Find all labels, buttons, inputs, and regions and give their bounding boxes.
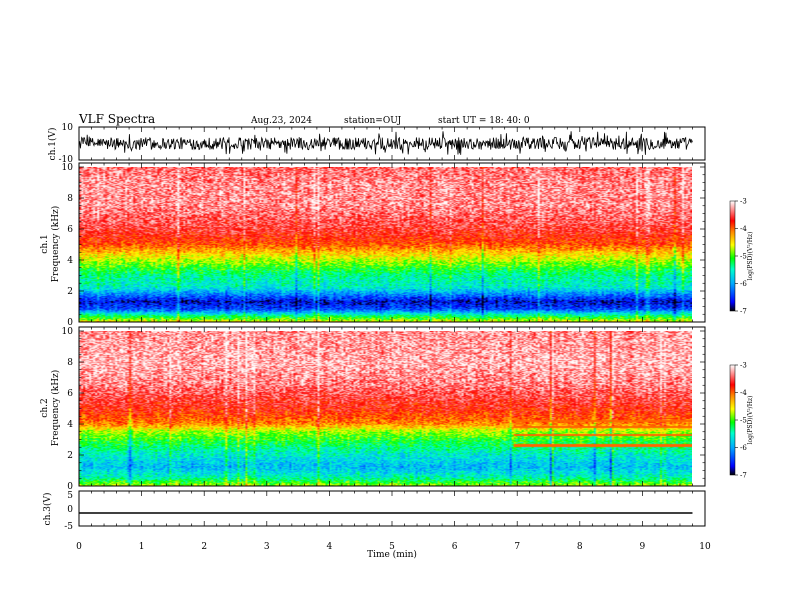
ch2-spec-ylabel-channel: ch.2 [40,398,50,417]
time-tick-label: 7 [514,542,520,552]
ch1-colorbar-tick-label: -5 [740,253,747,261]
ch1-waveform-trace [78,131,693,155]
time-axis-ticks [78,127,706,526]
time-axis-label: Time (min) [367,549,417,560]
ch2-colorbar-tick-label: -5 [740,417,747,425]
header-date: Aug.23, 2024 [250,116,312,126]
ch2-spec-ytick-label: 0 [67,482,73,492]
ch1-spec-ytick-label: 4 [67,256,73,266]
ch1-colorbar-label: log(PSD)(V²/Hz) [747,232,754,281]
ch1-spec-ytick-label: 8 [67,194,73,204]
ch1-spec-ytick-label: 6 [67,225,73,235]
ch3-ytick-bottom: -5 [64,522,73,532]
ch1-colorbar-tick-label: -6 [740,280,747,288]
ch2-spec-ytick-label: 6 [67,389,73,399]
ch1-spec-ylabel-channel: ch.1 [40,234,50,253]
time-tick-label: 8 [577,542,583,552]
time-tick-label: 10 [699,542,711,552]
ch1-colorbar-tick-label: -4 [740,225,747,233]
ch1-colorbar [729,200,736,312]
ch2-spectrogram-image [79,331,692,486]
ch2-colorbar-tick-label: -4 [740,389,747,397]
ch3-waveform-frame [78,490,706,527]
ch1-spec-ylabel-freq: Frequency (kHz) [50,206,61,283]
header-start-time: start UT = 18: 40: 0 [438,116,530,126]
ch1-ytick-top: 10 [62,123,74,133]
ch1-spec-ytick-label: 0 [67,318,73,328]
ch1-ytick-bottom: -10 [59,155,74,165]
ch2-colorbar [729,364,736,476]
ch1-waveform-ylabel: ch.1(V) [47,128,58,161]
ch2-spec-ytick-label: 4 [67,420,73,430]
time-tick-label: 6 [452,542,458,552]
ch3-ytick-mid: 0 [67,505,73,515]
ch1-spectrogram-image [79,167,692,322]
ch2-colorbar-ticks: -3 -4 -5 -6 -7 [735,362,747,480]
time-tick-label: 1 [139,542,145,552]
header-station: station=OUJ [344,116,402,126]
ch2-spec-ytick-label: 8 [67,358,73,368]
time-tick-label: 0 [76,542,82,552]
time-tick-label: 5 [389,542,395,552]
ch3-waveform-ylabel: ch.3(V) [42,493,53,526]
ch2-spec-ytick-label: 10 [62,327,74,337]
ch1-spec-ytick-label: 10 [62,163,74,173]
ch1-colorbar-tick-label: -7 [740,308,747,316]
ch2-spec-ylabel-freq: Frequency (kHz) [50,370,61,447]
time-tick-label: 3 [264,542,270,552]
ch2-colorbar-label: log(PSD)(V²/Hz) [747,396,754,445]
ch3-ytick-top: 5 [67,491,73,501]
time-tick-label: 4 [327,542,333,552]
ch2-colorbar-tick-label: -7 [740,472,747,480]
ch2-spec-ytick-label: 2 [67,451,73,461]
time-axis-tick-labels: 0 1 2 3 4 5 6 7 8 9 10 [76,542,711,552]
time-tick-label: 9 [640,542,646,552]
ch1-colorbar-ticks: -3 -4 -5 -6 -7 [735,198,747,316]
figure-title: VLF Spectra [78,112,155,126]
ch1-spec-ytick-label: 2 [67,287,73,297]
ch2-colorbar-tick-label: -3 [740,362,747,370]
time-tick-label: 2 [201,542,207,552]
ch1-spectrogram-yticks: 0 2 4 6 8 10 [62,163,705,328]
ch1-colorbar-tick-label: -3 [740,198,747,206]
ch2-colorbar-tick-label: -6 [740,444,747,452]
panel-ch1-waveform: 10 -10 ch.1(V) [47,123,706,165]
ch2-spectrogram-yticks: 0 2 4 6 8 10 [62,327,705,492]
